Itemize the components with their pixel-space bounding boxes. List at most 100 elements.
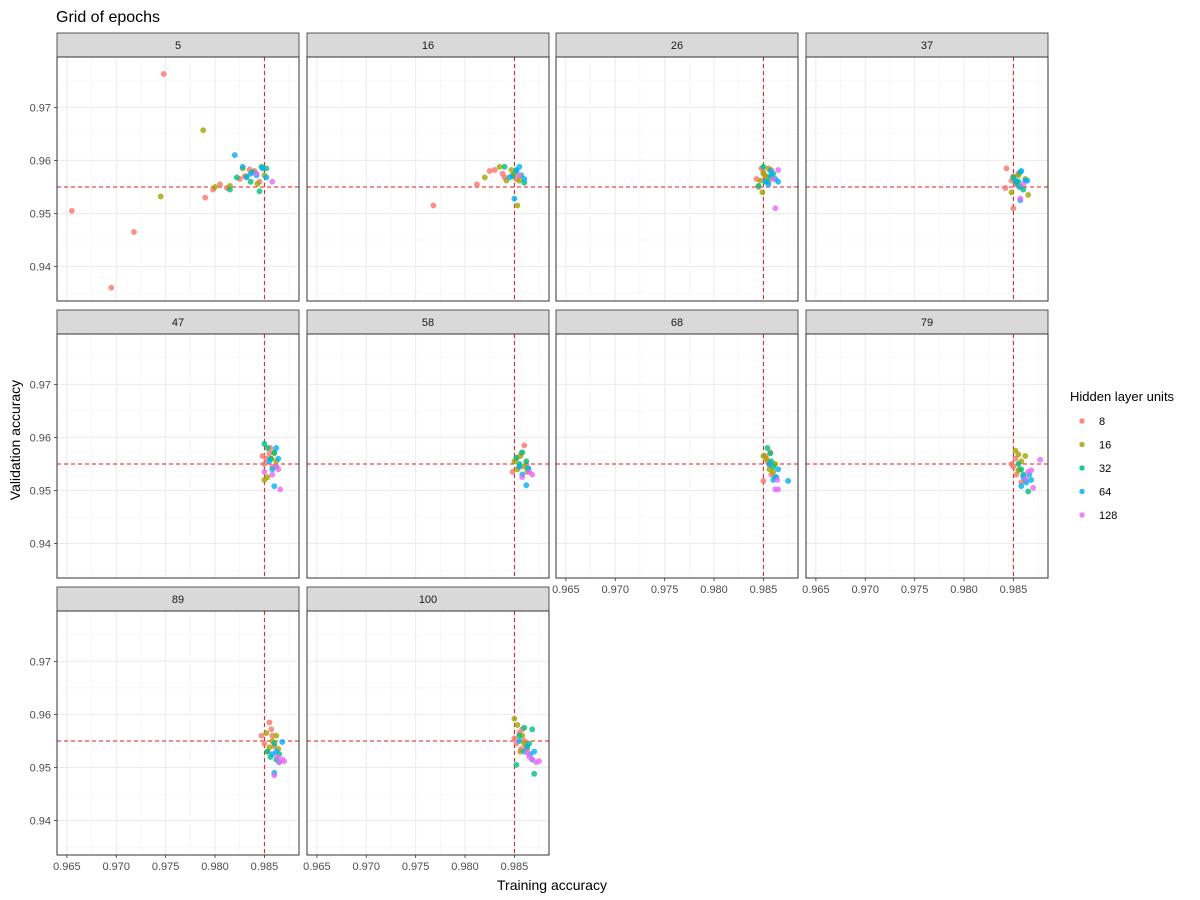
legend-label: 64 bbox=[1099, 487, 1111, 499]
data-point bbox=[524, 749, 531, 756]
legend-key bbox=[1079, 488, 1085, 495]
legend-item-32: 32 bbox=[1079, 463, 1111, 475]
data-point bbox=[1024, 177, 1031, 184]
x-tick-label: 0.985 bbox=[501, 861, 529, 873]
data-point bbox=[516, 163, 523, 170]
legend-key bbox=[1079, 418, 1085, 424]
x-tick-label: 0.970 bbox=[352, 861, 380, 873]
data-point bbox=[274, 754, 281, 760]
data-point bbox=[131, 229, 137, 235]
data-point bbox=[226, 186, 233, 193]
panel-border bbox=[805, 333, 1049, 579]
chart-title: Grid of epochs bbox=[56, 9, 160, 26]
data-point bbox=[261, 740, 268, 747]
panel-border bbox=[56, 610, 300, 856]
data-point bbox=[519, 474, 526, 481]
series-128 bbox=[770, 167, 782, 212]
y-tick-label: 0.97 bbox=[30, 656, 51, 668]
data-point bbox=[516, 177, 523, 184]
data-point bbox=[254, 180, 261, 187]
data-point bbox=[523, 482, 530, 489]
data-point bbox=[1015, 451, 1022, 458]
series-64 bbox=[506, 163, 528, 202]
y-tick-label: 0.96 bbox=[30, 432, 51, 444]
data-point bbox=[271, 740, 278, 747]
data-point bbox=[275, 455, 282, 462]
facet-strip-label: 37 bbox=[921, 40, 933, 52]
facet-panels: 5 0.94 0.95 0.96 0.97 16 26 37 47 0.94 0.95 0.96 0.9… bbox=[30, 32, 1049, 873]
x-tick-label: 0.965 bbox=[303, 861, 331, 873]
data-point bbox=[269, 178, 276, 185]
y-tick-label: 0.95 bbox=[30, 485, 51, 497]
data-point bbox=[521, 724, 528, 731]
data-point bbox=[256, 188, 263, 195]
data-point bbox=[759, 189, 766, 196]
panel-grid bbox=[307, 611, 549, 855]
x-tick-label: 0.985 bbox=[750, 584, 778, 596]
data-point bbox=[513, 454, 520, 461]
panel-border bbox=[306, 333, 550, 579]
series-128 bbox=[271, 754, 288, 779]
data-point bbox=[531, 748, 538, 755]
data-point bbox=[1003, 165, 1010, 172]
data-point bbox=[516, 172, 523, 179]
series-32 bbox=[513, 724, 538, 777]
data-point bbox=[529, 471, 536, 478]
y-tick-label: 0.95 bbox=[30, 762, 51, 774]
data-point bbox=[516, 732, 523, 739]
data-point bbox=[273, 748, 280, 755]
x-tick-label: 0.970 bbox=[851, 584, 879, 596]
data-point bbox=[261, 468, 268, 475]
data-point bbox=[430, 202, 437, 209]
legend-key bbox=[1079, 512, 1085, 518]
data-point bbox=[243, 174, 250, 181]
data-point bbox=[509, 468, 516, 475]
data-point bbox=[160, 71, 167, 77]
x-tick-label: 0.975 bbox=[901, 584, 929, 596]
data-point bbox=[536, 758, 542, 764]
legend-title: Hidden layer units bbox=[1070, 389, 1175, 404]
data-point bbox=[760, 163, 767, 170]
data-point bbox=[1028, 476, 1035, 483]
panel-background bbox=[57, 611, 299, 855]
legend-key bbox=[1079, 465, 1085, 471]
x-tick-label: 0.985 bbox=[251, 861, 279, 873]
data-point bbox=[268, 726, 275, 733]
facet-panel-16: 16 bbox=[306, 32, 550, 302]
panel-border bbox=[56, 333, 300, 579]
data-point bbox=[531, 770, 538, 777]
y-tick-label: 0.96 bbox=[30, 155, 51, 167]
facet-strip-label: 100 bbox=[419, 594, 437, 606]
legend-label: 16 bbox=[1099, 440, 1111, 452]
data-point bbox=[277, 486, 284, 493]
data-point bbox=[1018, 483, 1025, 490]
data-point bbox=[263, 174, 270, 181]
data-point bbox=[231, 152, 238, 159]
facet-strip-label: 58 bbox=[422, 317, 434, 329]
facet-strip bbox=[306, 586, 550, 612]
facet-strip-label: 16 bbox=[422, 40, 434, 52]
data-point bbox=[273, 445, 280, 451]
data-point bbox=[281, 758, 288, 764]
data-point bbox=[775, 466, 782, 473]
data-point bbox=[217, 181, 223, 188]
data-point bbox=[1022, 453, 1029, 459]
y-tick-label: 0.94 bbox=[30, 816, 51, 828]
data-point bbox=[491, 167, 498, 173]
facet-strip bbox=[555, 309, 799, 335]
panel-grid bbox=[556, 334, 798, 578]
legend-label: 32 bbox=[1099, 463, 1111, 475]
panel-grid bbox=[57, 57, 299, 301]
data-point bbox=[266, 450, 273, 457]
data-point bbox=[1020, 181, 1027, 188]
panel-grid bbox=[307, 334, 549, 578]
x-tick-label: 0.975 bbox=[152, 861, 180, 873]
x-tick-label: 0.975 bbox=[402, 861, 430, 873]
facet-strip bbox=[306, 32, 550, 58]
data-point bbox=[264, 445, 271, 451]
data-point bbox=[1018, 168, 1025, 174]
facet-panel-5: 5 0.94 0.95 0.96 0.97 bbox=[30, 32, 300, 302]
y-tick-label: 0.94 bbox=[30, 539, 51, 551]
data-point bbox=[513, 168, 520, 174]
data-point bbox=[261, 440, 268, 447]
